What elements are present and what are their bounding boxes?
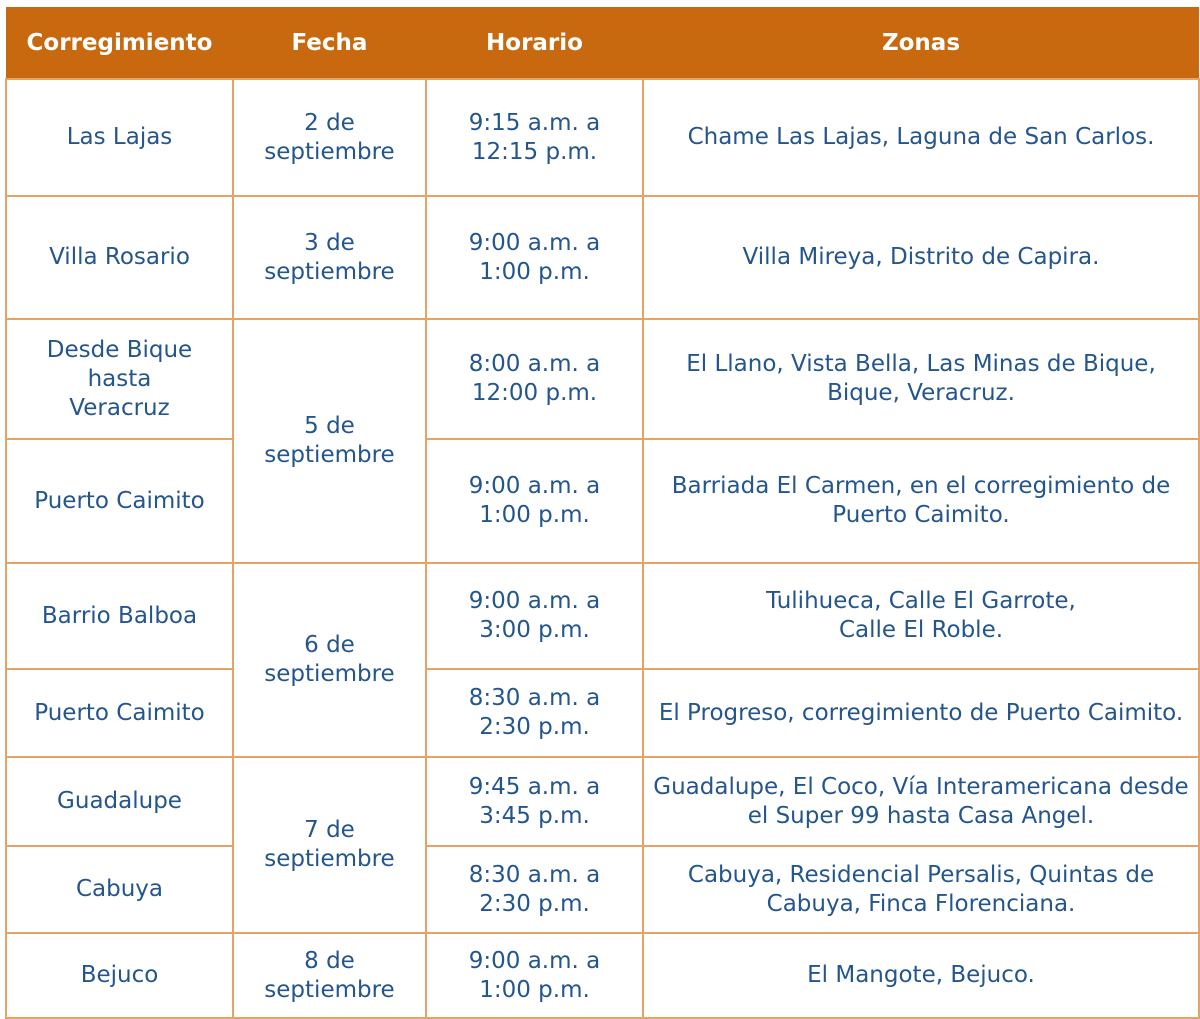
horario-cell: 8:00 a.m. a 12:00 p.m. (425, 318, 644, 440)
zonas-cell: El Llano, Vista Bella, Las Minas de Biqu… (642, 318, 1200, 440)
table-row: Desde Bique hasta Veracruz 5 de septiemb… (5, 318, 1200, 564)
corregimiento-cell: Puerto Caimito (5, 668, 234, 758)
corregimiento-cell: Barrio Balboa (5, 562, 234, 670)
schedule-table: Corregimiento Fecha Horario Zonas Las La… (5, 7, 1200, 1019)
table-row: Puerto Caimito 8:30 a.m. a 2:30 p.m. El … (5, 668, 1200, 758)
table-row: Las Lajas 2 de septiembre 9:15 a.m. a 12… (5, 78, 1200, 197)
table-row: Villa Rosario 3 de septiembre 9:00 a.m. … (5, 195, 1200, 320)
horario-cell: 8:30 a.m. a 2:30 p.m. (425, 845, 644, 934)
table-row: Puerto Caimito 9:00 a.m. a 1:00 p.m. Bar… (5, 438, 1200, 564)
corregimiento-cell: Puerto Caimito (5, 438, 234, 564)
fecha-cell: 2 de septiembre (232, 78, 427, 197)
corregimiento-cell: Desde Bique hasta Veracruz (5, 318, 234, 440)
horario-cell: 9:00 a.m. a 1:00 p.m. (425, 932, 644, 1019)
header-zonas: Zonas (643, 7, 1199, 79)
table-row: Barrio Balboa 6 de septiembre 9:00 a.m. … (5, 562, 1200, 758)
header-fecha: Fecha (233, 7, 426, 79)
zonas-cell: El Progreso, corregimiento de Puerto Cai… (642, 668, 1200, 758)
fecha-cell: 7 de septiembre (232, 756, 427, 934)
horario-cell: 9:45 a.m. a 3:45 p.m. (425, 756, 644, 847)
table-row: Guadalupe 7 de septiembre 9:45 a.m. a 3:… (5, 756, 1200, 934)
table-row: Cabuya 8:30 a.m. a 2:30 p.m. Cabuya, Res… (5, 845, 1200, 934)
zonas-cell: El Mangote, Bejuco. (642, 932, 1200, 1019)
corregimiento-cell: Cabuya (5, 845, 234, 934)
fecha-cell: 8 de septiembre (232, 932, 427, 1019)
zonas-cell: Tulihueca, Calle El Garrote, Calle El Ro… (642, 562, 1200, 670)
corregimiento-cell: Las Lajas (5, 78, 234, 197)
header-corregimiento: Corregimiento (6, 7, 233, 79)
corregimiento-cell: Villa Rosario (5, 195, 234, 320)
horario-cell: 9:00 a.m. a 1:00 p.m. (425, 195, 644, 320)
fecha-cell: 5 de septiembre (232, 318, 427, 564)
zonas-cell: Guadalupe, El Coco, Vía Interamericana d… (642, 756, 1200, 847)
horario-cell: 9:00 a.m. a 1:00 p.m. (425, 438, 644, 564)
table-row: Bejuco 8 de septiembre 9:00 a.m. a 1:00 … (5, 932, 1200, 1019)
horario-cell: 9:00 a.m. a 3:00 p.m. (425, 562, 644, 670)
corregimiento-cell: Guadalupe (5, 756, 234, 847)
header-row: Corregimiento Fecha Horario Zonas (6, 7, 1199, 79)
zonas-cell: Cabuya, Residencial Persalis, Quintas de… (642, 845, 1200, 934)
zonas-cell: Chame Las Lajas, Laguna de San Carlos. (642, 78, 1200, 197)
header-horario: Horario (426, 7, 643, 79)
zonas-cell: Barriada El Carmen, en el corregimiento … (642, 438, 1200, 564)
horario-cell: 8:30 a.m. a 2:30 p.m. (425, 668, 644, 758)
fecha-cell: 6 de septiembre (232, 562, 427, 758)
horario-cell: 9:15 a.m. a 12:15 p.m. (425, 78, 644, 197)
corregimiento-cell: Bejuco (5, 932, 234, 1019)
fecha-cell: 3 de septiembre (232, 195, 427, 320)
zonas-cell: Villa Mireya, Distrito de Capira. (642, 195, 1200, 320)
